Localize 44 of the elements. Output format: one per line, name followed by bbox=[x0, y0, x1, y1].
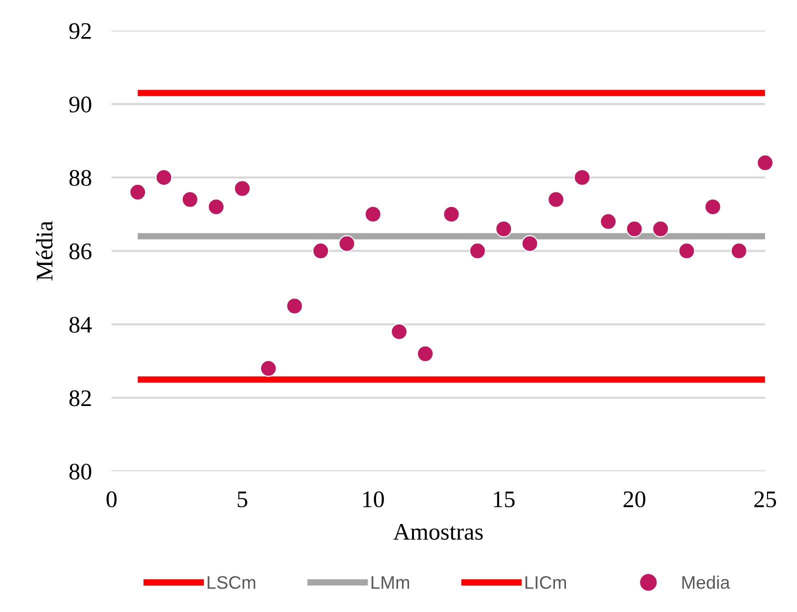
point bbox=[286, 298, 304, 314]
y-tick-label: 84 bbox=[69, 316, 92, 333]
point bbox=[574, 169, 591, 186]
x-tick-label: 25 bbox=[754, 491, 776, 508]
x-tick-label: 15 bbox=[494, 491, 515, 508]
point bbox=[390, 323, 408, 340]
x-tick-label: 10 bbox=[363, 491, 384, 508]
point bbox=[260, 360, 277, 377]
y-axis-title: Média bbox=[36, 221, 53, 280]
point bbox=[730, 242, 748, 260]
point bbox=[312, 242, 330, 260]
point bbox=[364, 206, 382, 223]
point bbox=[548, 191, 564, 208]
point bbox=[208, 198, 225, 216]
point bbox=[155, 169, 172, 186]
x-axis-title: Amostras bbox=[393, 524, 483, 540]
point bbox=[234, 180, 251, 197]
y-tick-label: 86 bbox=[69, 243, 92, 260]
point bbox=[600, 213, 617, 230]
point bbox=[521, 235, 538, 252]
x-tick-label: 5 bbox=[238, 492, 248, 508]
point bbox=[756, 154, 774, 172]
y-tick-label: 92 bbox=[69, 23, 91, 40]
x-tick-label: 0 bbox=[106, 491, 117, 508]
point bbox=[129, 184, 146, 201]
legend-label: LMm bbox=[372, 576, 410, 589]
legend-label: Media bbox=[682, 576, 730, 589]
y-tick-label: 82 bbox=[69, 390, 91, 406]
y-tick-label: 90 bbox=[69, 96, 92, 112]
point bbox=[652, 220, 670, 238]
legend-label: LICm bbox=[525, 576, 566, 589]
point bbox=[704, 198, 722, 216]
point bbox=[626, 220, 643, 238]
point bbox=[469, 242, 486, 260]
y-tick-label: 88 bbox=[69, 170, 92, 186]
y-tick-label: 80 bbox=[69, 464, 92, 480]
point bbox=[338, 235, 356, 252]
point bbox=[182, 191, 198, 208]
point bbox=[495, 220, 512, 238]
point bbox=[678, 242, 696, 260]
x-tick-label: 20 bbox=[624, 491, 646, 508]
point bbox=[416, 345, 434, 362]
legend-label: LSCm bbox=[208, 576, 256, 589]
point bbox=[442, 206, 460, 223]
